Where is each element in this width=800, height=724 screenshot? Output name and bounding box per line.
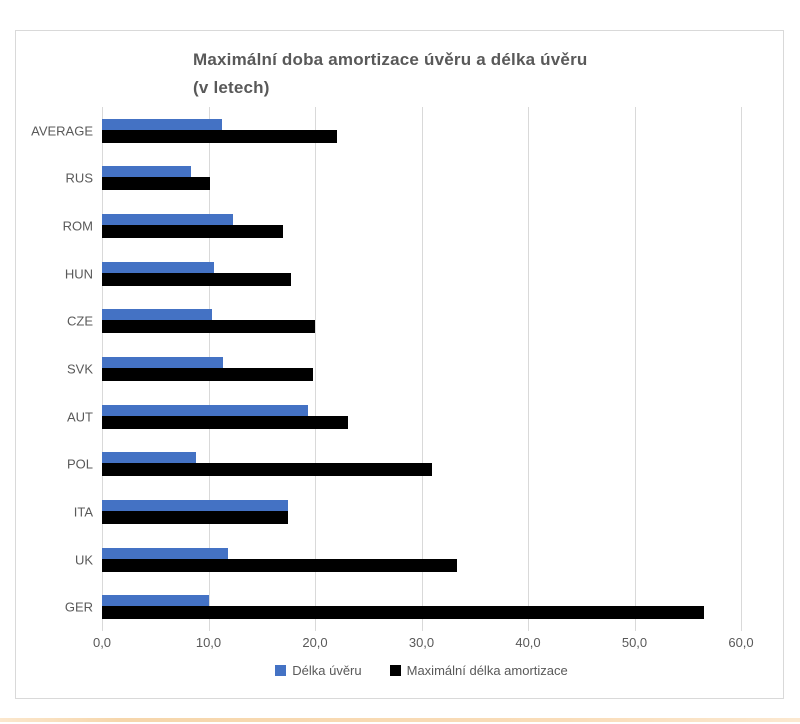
bar-row-pol: POL [67, 440, 741, 488]
max-amortizace-bar-hun [102, 272, 291, 286]
category-label: POL [66, 456, 93, 472]
delka-uveru-bar-cze [102, 309, 212, 321]
category-label: ROM [62, 218, 93, 234]
legend-swatch-icon [275, 665, 287, 676]
max-amortizace-bar-aut [102, 415, 348, 429]
gridline [634, 107, 636, 631]
plot-area: AVERAGE RUS ROM HUN CZE SVK AUT POL ITA UK GER [31, 107, 742, 631]
x-axis-tick-label: 20,0 [302, 635, 328, 650]
max-amortizace-bar-average [102, 129, 338, 143]
delka-uveru-bar-ita [102, 499, 289, 511]
bar-row-hun: HUN [65, 250, 741, 298]
gridline [315, 107, 316, 631]
bar-row-ger: GER [65, 583, 741, 631]
category-label: GER [64, 599, 93, 615]
delka-uveru-bar-average [102, 118, 223, 130]
gridline [528, 107, 529, 631]
delka-uveru-bar-rom [102, 214, 233, 226]
legend-swatch-icon [389, 665, 401, 676]
delka-uveru-bar-rus [102, 166, 192, 178]
chart-title-line1: Maximální doba amortizace úvěru a délka … [193, 50, 588, 69]
bar-row-aut: AUT [67, 393, 741, 441]
bar-row-rus: RUS [66, 155, 741, 203]
chart-title: Maximální doba amortizace úvěru a délka … [193, 46, 587, 102]
chart-container: Maximální doba amortizace úvěru a délka … [15, 30, 784, 699]
x-axis-tick-label: 60,0 [728, 635, 754, 650]
x-axis-tick-label: 50,0 [621, 635, 648, 650]
x-axis-tick-label: 0,0 [92, 635, 112, 650]
delka-uveru-bar-ger [102, 595, 209, 607]
max-amortizace-bar-cze [102, 320, 315, 334]
bar-row-uk: UK [75, 536, 741, 584]
legend: Délka úvěru Maximální délka amortizace [102, 663, 741, 678]
delka-uveru-bar-aut [102, 404, 308, 416]
bar-row-svk: SVK [67, 345, 741, 393]
max-amortizace-bar-rom [102, 225, 284, 239]
bar-row-rom: ROM [63, 202, 741, 250]
category-label: AVERAGE [31, 123, 93, 139]
delka-uveru-bar-pol [102, 452, 196, 464]
x-axis-tick-label: 10,0 [195, 635, 222, 650]
gridline [741, 107, 742, 631]
x-axis-tick-label: 30,0 [408, 635, 435, 650]
gridline [421, 107, 423, 631]
delka-uveru-bar-hun [102, 261, 214, 273]
x-axis-tick-label: 40,0 [515, 635, 541, 650]
category-label: CZE [67, 313, 93, 329]
max-amortizace-bar-uk [102, 558, 457, 572]
bottom-accent-strip [0, 718, 800, 722]
category-label: HUN [64, 266, 93, 282]
bar-rows: AVERAGE RUS ROM HUN CZE SVK AUT POL ITA UK GER [31, 107, 741, 631]
max-amortizace-bar-ita [102, 510, 289, 524]
bar-row-average: AVERAGE [31, 107, 741, 155]
category-label: RUS [65, 170, 93, 186]
delka-uveru-bar-svk [102, 357, 224, 369]
max-amortizace-bar-pol [102, 463, 433, 477]
bar-row-cze: CZE [67, 298, 741, 346]
legend-label: Maximální délka amortizace [406, 663, 568, 678]
max-amortizace-bar-rus [102, 177, 210, 191]
legend-item-maximalni-delka-amortizace: Maximální délka amortizace [389, 663, 568, 678]
category-label: ITA [73, 504, 93, 520]
category-label: UK [74, 552, 93, 568]
bar-row-ita: ITA [74, 488, 741, 536]
chart-title-line2: (v letech) [193, 78, 270, 97]
legend-label: Délka úvěru [292, 663, 362, 678]
x-axis: 0,0 10,0 20,0 30,0 40,0 50,0 60,0 [93, 635, 754, 655]
category-label: AUT [67, 409, 93, 425]
max-amortizace-bar-svk [102, 368, 313, 382]
legend-item-delka-uveru: Délka úvěru [275, 663, 362, 678]
delka-uveru-bar-uk [102, 547, 228, 559]
max-amortizace-bar-ger [102, 606, 704, 620]
category-label: SVK [66, 361, 93, 377]
